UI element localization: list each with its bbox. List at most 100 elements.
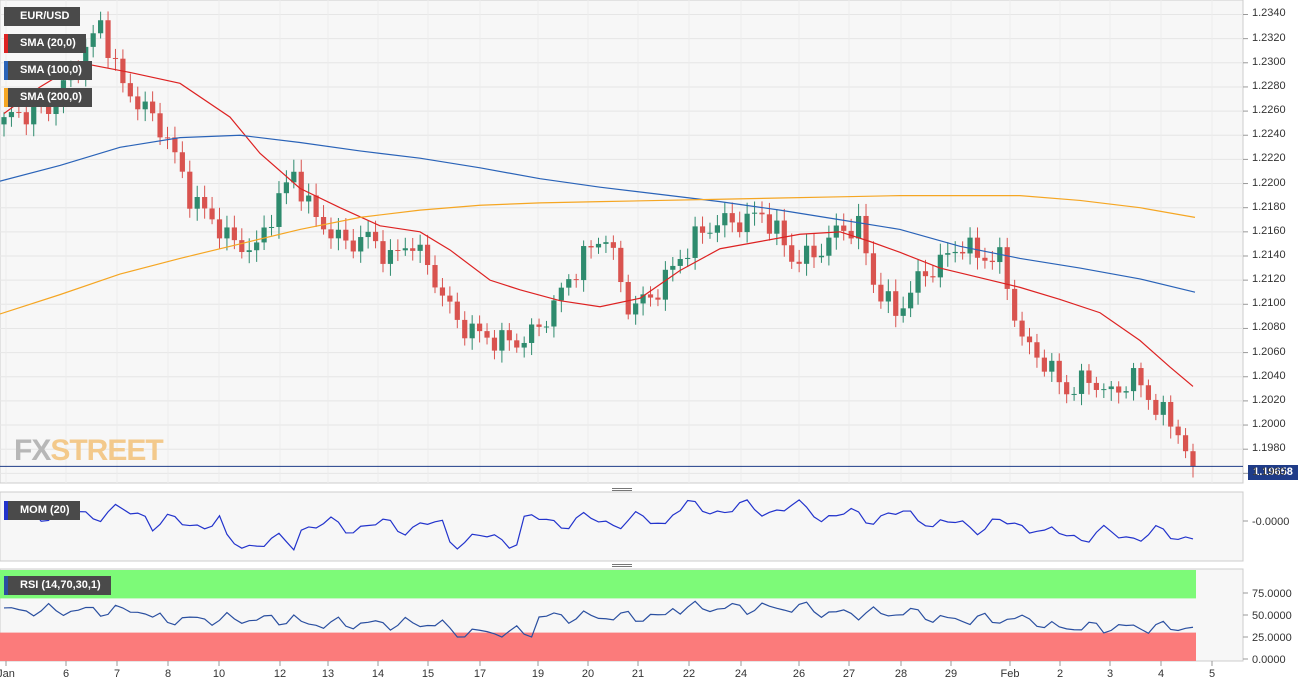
sma100-label[interactable]: SMA (100,0) (4, 61, 92, 80)
candle-body (1116, 386, 1122, 393)
candle-body (328, 229, 334, 239)
candle-body (254, 242, 260, 251)
candle-body (915, 271, 921, 293)
candle-body (410, 248, 416, 251)
candle-body (633, 303, 639, 315)
candle-body (179, 152, 185, 172)
sma20-line (3, 62, 1194, 387)
x-tick-label: 17 (473, 668, 487, 680)
mom-pane (0, 491, 1244, 562)
candle-body (283, 182, 289, 194)
candle-body (224, 227, 230, 239)
sma200-label[interactable]: SMA (200,0) (4, 88, 92, 107)
candle-body (722, 213, 728, 226)
candle-body (187, 171, 193, 209)
candle-body (737, 222, 743, 233)
candle-body (848, 230, 854, 239)
y-tick-label: 1.2180 (1252, 200, 1286, 213)
candle-body (261, 227, 267, 243)
last-price-label: 1.19658 (1248, 465, 1298, 480)
candle-body (387, 250, 394, 264)
candle-body (558, 287, 564, 301)
candle-body (774, 220, 780, 234)
x-tick-label: 24 (734, 668, 748, 680)
candle-body (239, 240, 245, 253)
x-tick-label: 26 (792, 668, 806, 680)
candle-body (573, 279, 579, 281)
candle-body (90, 33, 96, 47)
candle-body (1168, 401, 1174, 427)
rsi-label[interactable]: RSI (14,70,30,1) (4, 576, 111, 595)
y-tick-label: 1.2080 (1252, 321, 1286, 334)
y-tick-label: 1.2340 (1252, 7, 1286, 20)
candle-body (350, 240, 356, 252)
candle-body (818, 255, 825, 258)
candle-body (729, 213, 735, 223)
y-tick-label: 1.2240 (1252, 128, 1286, 141)
candle-body (677, 259, 683, 266)
candle-body (781, 220, 787, 246)
candle-body (514, 340, 520, 348)
candle-body (402, 248, 408, 251)
candle-body (306, 195, 312, 202)
x-tick-label: 28 (894, 668, 908, 680)
candle-body (164, 137, 171, 139)
x-tick-label: 27 (842, 668, 856, 680)
main-pane (0, 0, 1244, 484)
x-tick-label: 8 (164, 668, 172, 680)
candle-body (8, 112, 15, 118)
candle-body (1101, 389, 1107, 391)
candle-body (1049, 360, 1055, 372)
y-tick-label: 1.2120 (1252, 273, 1286, 286)
mom-line (3, 499, 1194, 552)
candle-body (625, 282, 631, 315)
candle-body (885, 291, 891, 302)
candle-body (1138, 368, 1144, 386)
rsi-tick-label: 25.0000 (1252, 632, 1292, 644)
candle-body (476, 323, 483, 332)
candle-body (1041, 357, 1047, 372)
x-tick-label: 19 (531, 668, 545, 680)
candle-body (1012, 288, 1018, 321)
rsi-tick-label: 0.0000 (1252, 654, 1286, 666)
sma20-label[interactable]: SMA (20,0) (4, 34, 86, 53)
fxstreet-logo: FXSTREET (14, 434, 164, 467)
candle-body (343, 229, 349, 241)
candle-body (662, 269, 668, 300)
candle-body (930, 276, 936, 278)
x-tick-label: 12 (273, 668, 287, 680)
rsi-line (3, 600, 1194, 638)
candle-body (432, 265, 438, 288)
candle-body (209, 208, 215, 220)
candle-body (841, 225, 847, 231)
candle-body (618, 247, 624, 283)
candle-body (974, 237, 981, 258)
pane-resize-handle[interactable] (612, 564, 632, 567)
candle-body (16, 112, 22, 114)
candle-body (566, 279, 572, 288)
y-tick-label: 1.2100 (1252, 297, 1286, 310)
candle-body (395, 250, 401, 252)
sma200-line (0, 195, 1196, 315)
x-tick-label: 15 (421, 668, 435, 680)
symbol-label[interactable]: EUR/USD (4, 7, 80, 26)
candle-body (900, 308, 906, 316)
rsi-tick-label: 75.0000 (1252, 588, 1292, 600)
x-tick-label: 20 (581, 668, 595, 680)
pane-resize-handle[interactable] (612, 488, 632, 491)
candle-body (83, 46, 89, 75)
candle-body (202, 197, 208, 209)
candle-body (439, 287, 446, 296)
candle-body (707, 232, 713, 234)
candle-body (454, 301, 460, 320)
candle-body (216, 219, 223, 239)
candle-body (796, 261, 802, 264)
candle-body (276, 193, 282, 227)
x-tick-label: 4 (1157, 668, 1165, 680)
candle-body (380, 241, 386, 264)
mom-label[interactable]: MOM (20) (4, 501, 80, 520)
x-tick-label: Feb (1000, 668, 1020, 680)
y-tick-label: 1.1980 (1252, 442, 1286, 455)
candle-body (908, 292, 914, 309)
candle-body (358, 237, 364, 252)
